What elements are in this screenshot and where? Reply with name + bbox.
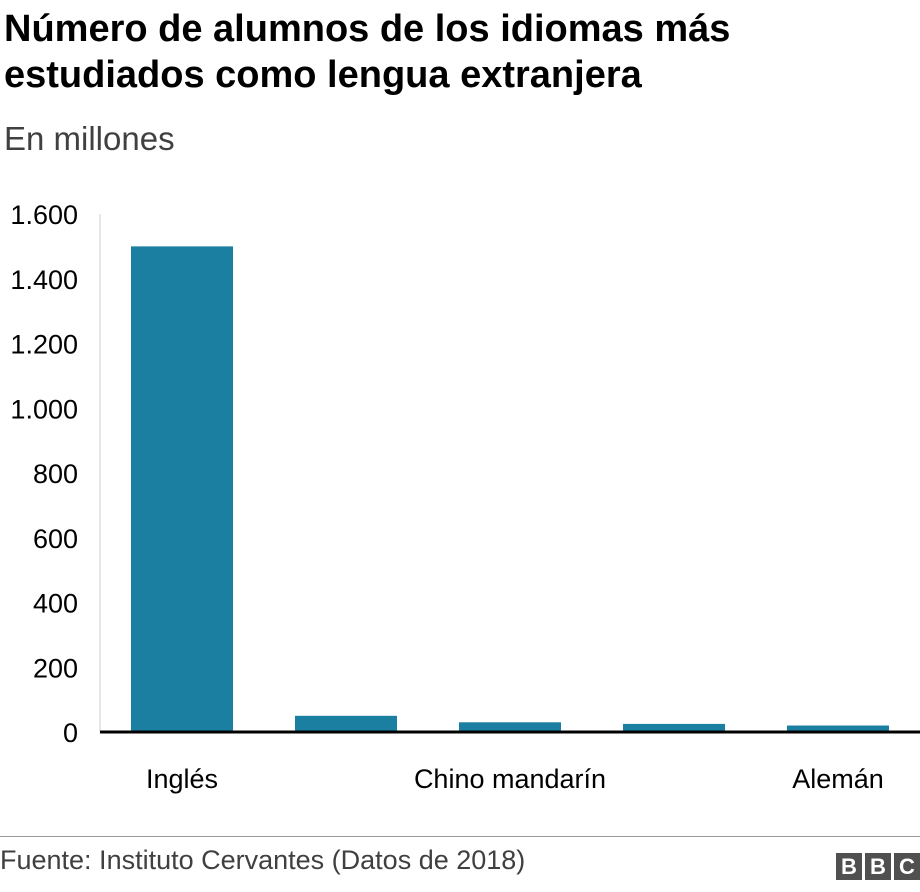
- footer-divider: [0, 836, 920, 837]
- y-tick-label: 1.000: [10, 394, 78, 424]
- y-tick-label: 1.400: [10, 265, 78, 295]
- chart-title: Número de alumnos de los idiomas más est…: [4, 8, 731, 96]
- bar: [459, 722, 561, 732]
- x-tick-label: Alemán: [792, 764, 884, 794]
- y-tick-label: 200: [33, 653, 78, 683]
- bar: [623, 723, 725, 732]
- y-tick-label: 0: [63, 718, 78, 748]
- bar: [131, 246, 233, 732]
- y-tick-label: 1.200: [10, 330, 78, 360]
- y-tick-label: 600: [33, 524, 78, 554]
- y-tick-label: 800: [33, 459, 78, 489]
- y-tick-label: 400: [33, 589, 78, 619]
- source-note: Fuente: Instituto Cervantes (Datos de 20…: [0, 845, 526, 875]
- x-tick-label: Chino mandarín: [414, 764, 606, 794]
- bbc-logo-letter: B: [836, 853, 862, 880]
- bbc-logo: B B C: [836, 853, 920, 880]
- bar-chart: 0 200 400 600 800 1.000 1.200 1.400 1.600 Inglés C…: [10, 200, 920, 794]
- bbc-logo-letter: B: [865, 853, 891, 880]
- bbc-logo-letter: C: [894, 853, 920, 880]
- x-tick-label: Inglés: [146, 764, 218, 794]
- bar: [787, 725, 889, 732]
- y-tick-label: 1.600: [10, 200, 78, 230]
- bar: [295, 715, 397, 732]
- chart-subtitle: En millones: [4, 120, 175, 157]
